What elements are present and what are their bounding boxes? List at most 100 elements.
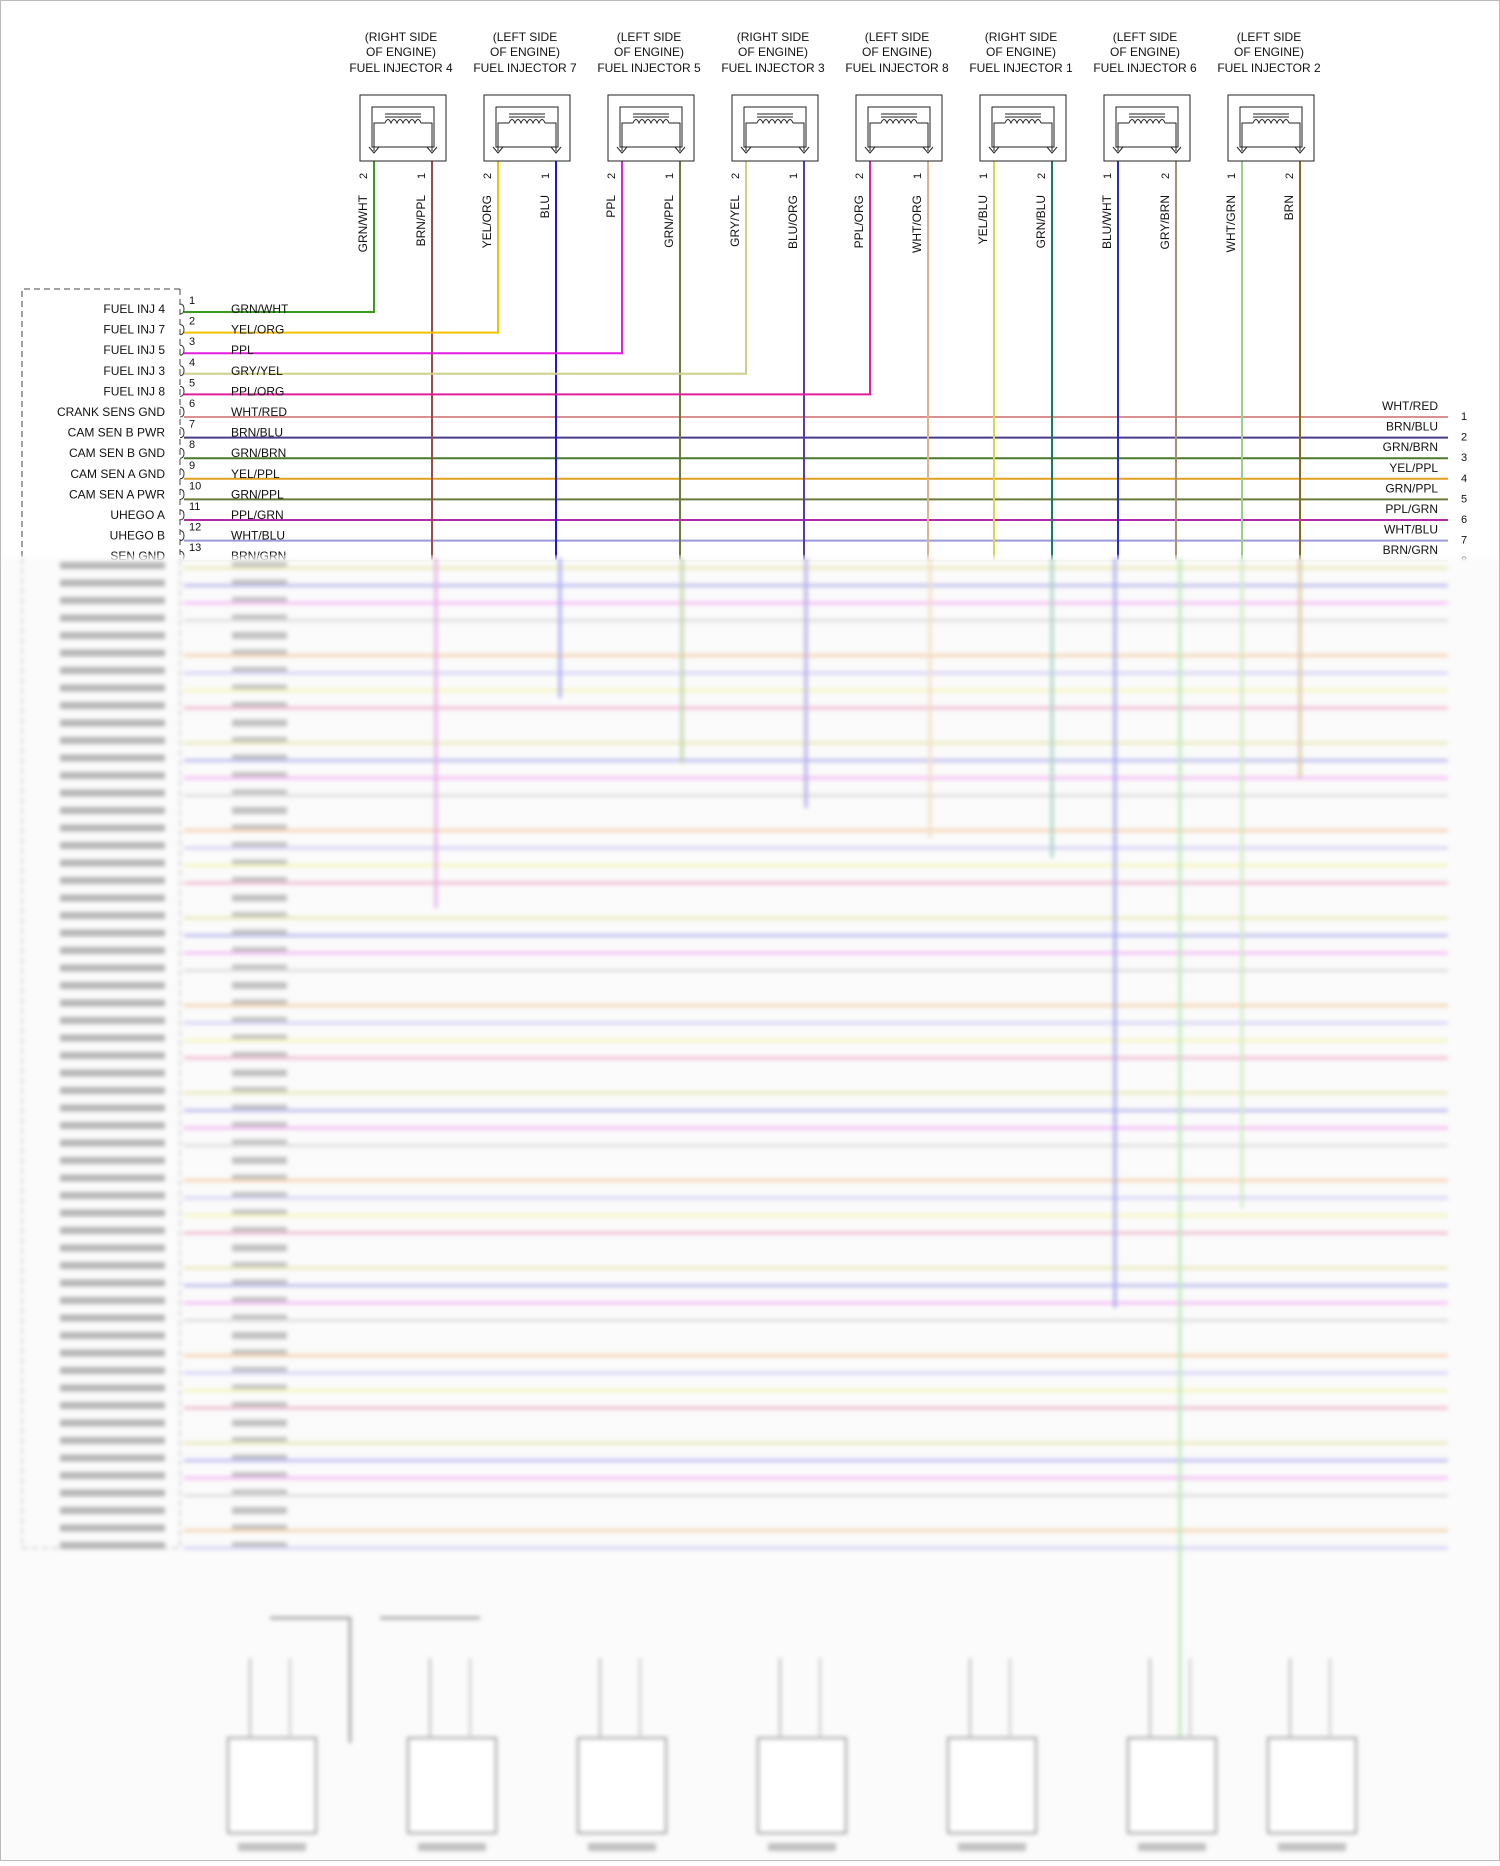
wire-color-label: WHT/BLU [231,529,285,543]
injector-wire-label: GRN/WHT [356,194,370,252]
blurred-wire-label [232,1332,287,1339]
wire-color-label: PPL/GRN [231,508,284,522]
injector-pin-number: 2 [358,173,370,179]
blurred-pin-label [60,737,165,744]
blurred-pin-label [60,579,165,587]
connector-pin-number: 8 [189,439,195,451]
coil-icon [508,119,546,125]
injector-pin-number: 1 [912,173,924,179]
blurred-wire-label [232,1524,287,1532]
right-pin-number: 6 [1461,514,1467,526]
blurred-wire-label [232,859,287,867]
blurred-wire-label [232,1367,287,1374]
pin-terminal-icon [1294,146,1306,154]
blurred-wire-label [232,807,287,814]
blurred-wire-label [232,1437,287,1444]
blurred-wire-label [232,1489,287,1497]
connector-pin-terminal [179,530,185,542]
blurred-pin-label [60,1472,165,1479]
blurred-lower-diagram [0,558,1500,1861]
blurred-pin-label [60,1087,165,1094]
injector-title-line2: OF ENGINE) [366,45,436,59]
injector-title-line1: (LEFT SIDE [1113,30,1177,44]
injector-pin-number: 2 [1284,173,1296,179]
blurred-wire-label [232,772,287,779]
blurred-wire-label [232,632,287,639]
blurred-pin-label [60,649,165,657]
blurred-pin-label [60,597,165,604]
blurred-wire-label [232,894,287,902]
connector-pin-number: 3 [189,336,195,348]
injector-pin-number: 2 [1160,173,1172,179]
injector-title-line3: FUEL INJECTOR 5 [597,61,701,75]
coil-lead [421,122,433,151]
injector-title-line1: (LEFT SIDE [1237,30,1301,44]
injector-pin-number: 1 [540,173,552,179]
coil-lead [621,122,633,151]
wire-trace [184,153,375,313]
injector-wire-label: BRN/PPL [414,195,428,247]
blurred-wire-label [232,947,287,954]
blurred-wiring [21,558,1448,1851]
pin-terminal-icon [1046,146,1058,154]
label-layer: FUEL INJ 4 1 GRN/WHT FUEL INJ 7 2 YEL/ORG FUEL… [57,30,1467,567]
injector-title-line3: FUEL INJECTOR 2 [1217,61,1321,75]
connector-pin-number: 11 [189,501,200,513]
pin-terminal-icon [616,146,628,154]
pin-terminal-icon [1170,146,1182,154]
coil-icon [880,119,918,125]
pin-terminal-icon [674,146,686,154]
coil-icon [1128,119,1166,125]
blurred-wire-label [232,982,287,989]
injector-wire-label: WHT/GRN [1224,195,1238,252]
blurred-wire-label [232,649,287,657]
blurred-wire-label [232,1052,287,1059]
injector-pin-number: 2 [1036,173,1048,179]
blurred-pin-label [60,702,165,709]
blurred-wire-label [232,1104,287,1112]
blurred-pin-label [60,614,165,622]
connector-pin-label: CAM SEN A PWR [69,487,165,501]
blurred-pin-label [60,1507,165,1514]
pin-terminal-icon [864,146,876,154]
blurred-wire-label [232,912,287,919]
blurred-component-label [588,1843,656,1851]
coil-lead [669,122,681,151]
blurred-pin-label [60,947,165,954]
blurred-wire-label [232,1472,287,1479]
coil-lead [869,122,881,151]
coil-lead [1165,122,1177,151]
blurred-component-box [1267,1737,1357,1834]
blurred-pin-label [60,667,165,674]
coil-lead [1041,122,1053,151]
blurred-pin-label [60,1227,165,1234]
blurred-pin-label [60,964,165,972]
injector-wire-label: PPL [604,195,618,218]
injector-wire-label: YEL/ORG [480,195,494,248]
connector-pin-number: 1 [189,295,195,307]
connector-pin-number: 5 [189,377,195,389]
blurred-wire-label [232,1279,287,1287]
coil-lead [545,122,557,151]
blurred-pin-label [60,842,165,849]
connector-pin-terminal [179,488,185,500]
blurred-wire-label [232,579,287,587]
blurred-wire-label [232,1454,287,1462]
coil-icon [1252,119,1290,125]
injector-pin-number: 1 [664,173,676,179]
right-pin-number: 3 [1461,452,1467,464]
connector-pin-label: FUEL INJ 5 [103,343,165,357]
coil-lead [1241,122,1253,151]
injector-coil-frame [619,106,683,148]
injector-title-line2: OF ENGINE) [1234,45,1304,59]
pin-terminal-icon [492,146,504,154]
blurred-pin-label [60,684,165,692]
blurred-wire-label [232,1192,287,1199]
blurred-pin-label [60,1279,165,1287]
injector-wire-label: GRY/YEL [728,195,742,247]
wire-color-label-right: YEL/PPL [1389,461,1438,475]
injector-title-line1: (RIGHT SIDE [365,30,437,44]
wire-trace [184,153,747,375]
blurred-wire-label [232,667,287,674]
connector-pin-terminal [179,365,185,377]
